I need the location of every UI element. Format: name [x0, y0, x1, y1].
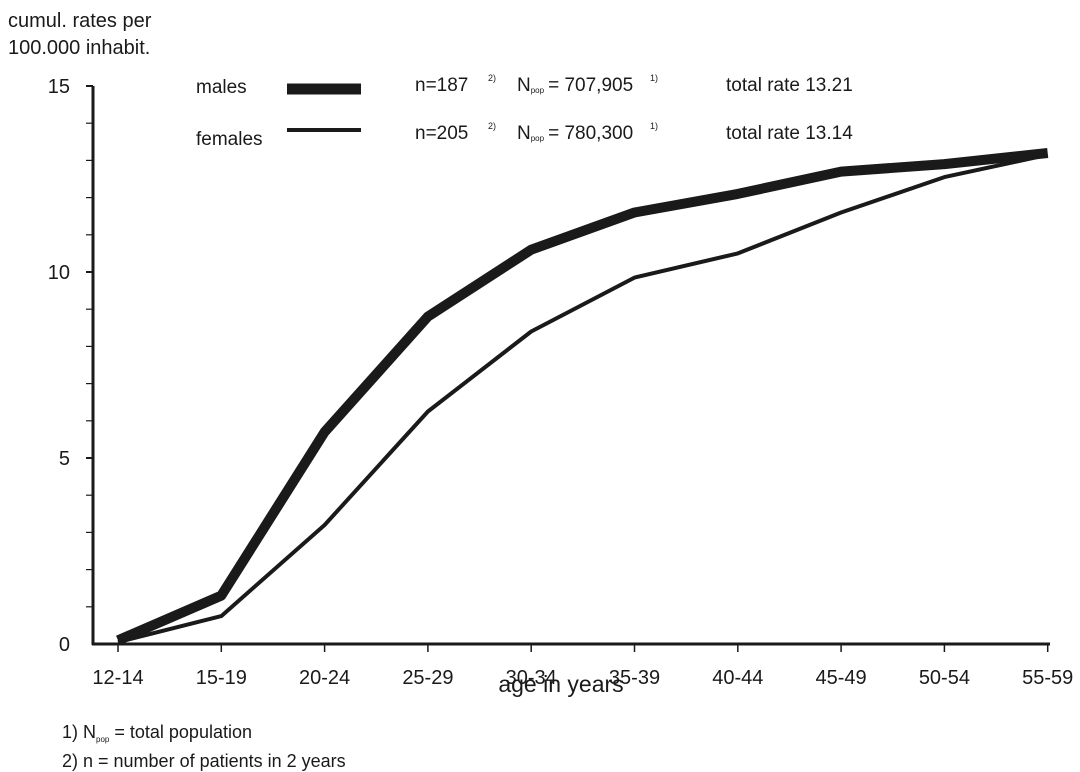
y-tick-label-5: 5 — [59, 448, 70, 470]
y-tick-label-10: 10 — [48, 262, 70, 284]
x-axis-title: age in years — [498, 671, 623, 697]
y-axis-title-line-2: 100.000 inhabit. — [8, 37, 150, 59]
x-tick-label-20-24: 20-24 — [299, 667, 350, 689]
legend-entry-females: females n=205 2) Npop = 780,300 1) total … — [196, 121, 853, 150]
legend-npop-ref-males: 1) — [650, 73, 658, 83]
legend-npop-females: Npop = 780,300 — [517, 123, 633, 144]
legend-label-females: females — [196, 129, 263, 150]
x-tick-label-35-39: 35-39 — [609, 667, 660, 689]
legend-n-ref-females: 2) — [488, 121, 496, 131]
legend-entry-males: males n=187 2) Npop = 707,905 1) total ra… — [196, 73, 853, 98]
x-tick-label-55-59: 55-59 — [1022, 667, 1073, 689]
y-axis-title-line-1: cumul. rates per — [8, 10, 152, 32]
series-line-males — [116, 148, 1049, 645]
x-tick-label-40-44: 40-44 — [712, 667, 763, 689]
series-line-females — [117, 152, 1049, 645]
x-tick-label-45-49: 45-49 — [816, 667, 867, 689]
legend-total-rate-females: total rate 13.14 — [726, 123, 853, 144]
x-tick-label-50-54: 50-54 — [919, 667, 970, 689]
footnote-1: 1) Npop = total population — [62, 722, 252, 744]
legend-npop-males: Npop = 707,905 — [517, 75, 633, 96]
x-tick-label-12-14: 12-14 — [92, 667, 143, 689]
legend-n-males: n=187 — [415, 75, 468, 96]
legend-npop-ref-females: 1) — [650, 121, 658, 131]
x-tick-label-25-29: 25-29 — [402, 667, 453, 689]
legend-total-rate-males: total rate 13.21 — [726, 75, 853, 96]
legend-n-females: n=205 — [415, 123, 468, 144]
y-tick-label-15: 15 — [48, 76, 70, 98]
legend-label-males: males — [196, 77, 247, 98]
series-layer — [116, 148, 1049, 645]
x-tick-label-15-19: 15-19 — [196, 667, 247, 689]
y-axis-ticks: 0 5 10 15 — [48, 76, 93, 656]
legend-n-ref-males: 2) — [488, 73, 496, 83]
footnote-2: 2) n = number of patients in 2 years — [62, 751, 346, 771]
x-tick-label-30-34: 30-34 — [506, 667, 557, 689]
x-axis-ticks: 12-14 15-19 20-24 25-29 30-34 35-39 40-44 45-49… — [92, 644, 1073, 689]
y-tick-label-0: 0 — [59, 634, 70, 656]
